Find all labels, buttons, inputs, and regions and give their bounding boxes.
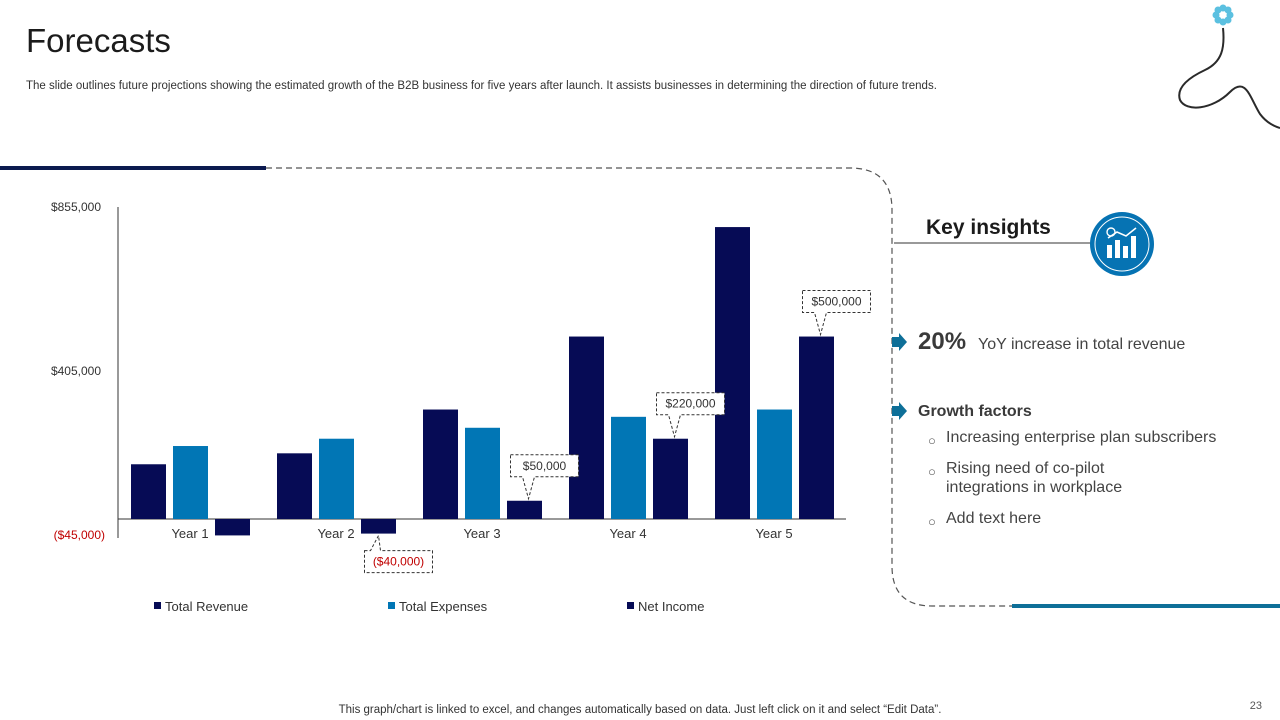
callout-label: $500,000 (811, 295, 861, 309)
bar-total-expenses-year-2 (319, 438, 354, 519)
footer-note: This graph/chart is linked to excel, and… (338, 704, 942, 716)
bar-total-revenue-year-5 (715, 227, 750, 519)
page-number: 23 (1249, 700, 1262, 712)
legend-swatch (388, 602, 395, 609)
bar-total-revenue-year-3 (423, 409, 458, 519)
key-insights-title: Key insights (926, 216, 1051, 239)
legend-label: Total Revenue (165, 599, 248, 614)
arrow-bullet-icon (892, 333, 907, 351)
bar-total-expenses-year-3 (465, 427, 500, 519)
bar-net-income-year-2 (361, 519, 396, 534)
list-item: ○ Rising need of co-pilot integrations in… (928, 459, 1136, 497)
legend-label: Net Income (638, 599, 704, 614)
y-tick-label: $405,000 (51, 364, 101, 378)
arrow-bullet-icon (892, 402, 907, 420)
callout-label: $50,000 (523, 459, 567, 473)
page-subtitle: The slide outlines future projections sh… (26, 80, 937, 92)
callout-box (802, 290, 871, 337)
bar-net-income-year-3 (507, 500, 542, 519)
x-tick-label: Year 2 (317, 526, 354, 541)
legend-swatch (627, 602, 634, 609)
bar-total-expenses-year-4 (611, 416, 646, 519)
factor-text: Add text here (946, 510, 1042, 527)
stat-label: YoY increase in total revenue (978, 336, 1186, 353)
stat-value: 20% (918, 328, 967, 355)
x-tick-label: Year 3 (463, 526, 500, 541)
x-tick-label: Year 5 (755, 526, 792, 541)
legend-item: Total Expenses (388, 599, 488, 614)
bar-chart-growth-icon (1090, 212, 1154, 276)
bar-total-revenue-year-1 (131, 464, 166, 519)
circle-bullet-icon: ○ (928, 514, 936, 529)
circle-bullet-icon: ○ (928, 433, 936, 448)
legend-swatch (154, 602, 161, 609)
callout-label: ($40,000) (373, 555, 424, 569)
callout-box (510, 454, 579, 501)
bar-total-expenses-year-1 (173, 446, 208, 519)
yoy-stat: 20% YoY increase in total revenue (918, 328, 1185, 356)
callout-box (364, 533, 433, 574)
flower-ornament-icon (1178, 4, 1280, 129)
x-tick-label: Year 1 (171, 526, 208, 541)
circle-bullet-icon: ○ (928, 464, 936, 479)
legend-label: Total Expenses (399, 599, 488, 614)
bar-total-expenses-year-5 (757, 409, 792, 519)
x-tick-label: Year 4 (609, 526, 646, 541)
data-callout: ($40,000) (364, 533, 433, 574)
bar-total-revenue-year-2 (277, 453, 312, 519)
data-callout: $500,000 (802, 290, 871, 337)
factor-text: Rising need of co-pilot integrations in … (946, 460, 1123, 496)
list-item: ○ Add text here (928, 509, 1258, 529)
page-title: Forecasts (26, 22, 171, 59)
growth-factors-title: Growth factors (918, 403, 1032, 420)
legend-item: Total Revenue (154, 599, 248, 614)
bar-net-income-year-4 (653, 438, 688, 519)
legend-item: Net Income (627, 599, 704, 614)
bar-net-income-year-1 (215, 519, 250, 536)
y-tick-label: $855,000 (51, 200, 101, 214)
callout-box (656, 392, 725, 439)
bar-net-income-year-5 (799, 336, 834, 519)
callout-label: $220,000 (665, 397, 715, 411)
y-tick-label: ($45,000) (54, 528, 105, 542)
data-callout: $50,000 (510, 454, 579, 501)
forecast-bar-chart: $855,000 $405,000 ($45,000) Year 1 Year 2… (51, 200, 871, 614)
growth-factors-list: ○ Increasing enterprise plan subscribers … (928, 428, 1258, 540)
list-item: ○ Increasing enterprise plan subscribers (928, 428, 1258, 448)
bar-total-revenue-year-4 (569, 336, 604, 519)
factor-text: Increasing enterprise plan subscribers (946, 429, 1217, 446)
data-callout: $220,000 (656, 392, 725, 439)
chart-frame (0, 166, 1280, 608)
